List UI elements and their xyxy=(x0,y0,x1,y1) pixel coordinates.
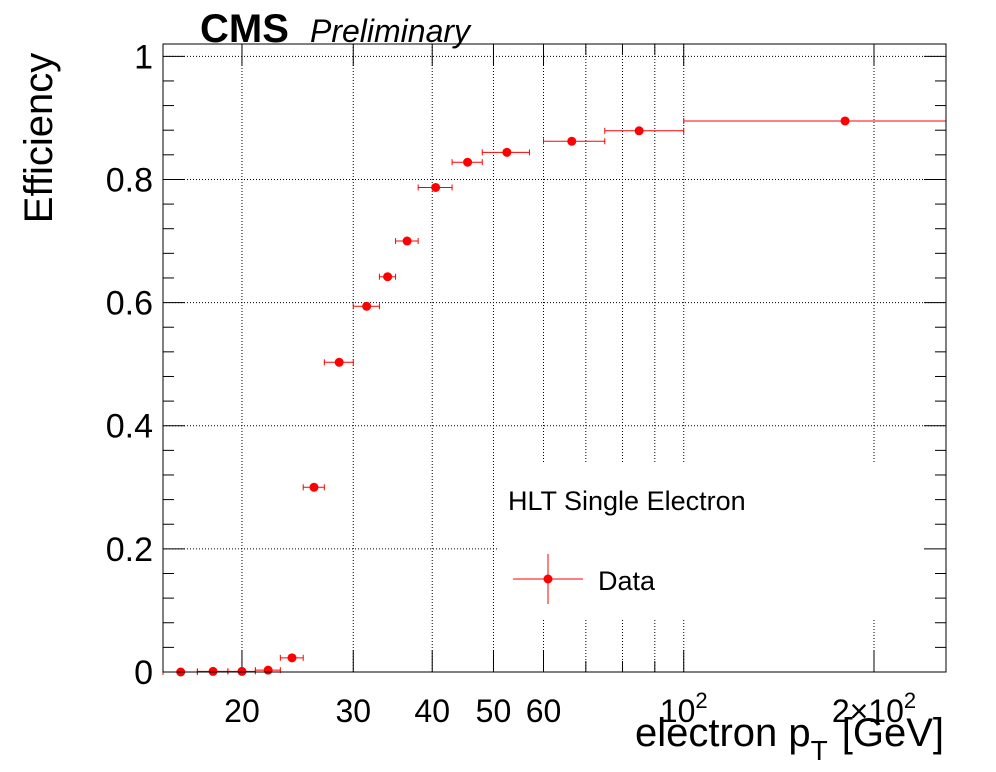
legend-background xyxy=(497,462,946,620)
data-marker xyxy=(840,116,850,126)
y-tick-label: 0 xyxy=(134,654,153,692)
x-axis-label: electron pT [GeV] xyxy=(635,711,944,766)
data-point xyxy=(543,136,606,146)
data-point xyxy=(604,126,685,136)
data-point xyxy=(481,147,530,157)
data-marker xyxy=(383,272,393,282)
data-marker xyxy=(402,236,412,246)
preliminary-label: Preliminary xyxy=(310,13,472,49)
x-tick-label-base: 2×10 xyxy=(832,693,904,729)
legend-marker xyxy=(513,554,583,604)
x-axis-label-subscript: T xyxy=(811,735,828,766)
x-tick-label-base: 10 xyxy=(660,693,696,729)
x-tick-label: 60 xyxy=(526,693,562,729)
data-point xyxy=(417,182,453,192)
x-tick-label: 40 xyxy=(414,693,450,729)
x-tick-label-exponent: 2 xyxy=(904,688,916,713)
data-marker xyxy=(634,126,644,136)
plot-frame xyxy=(162,43,947,673)
legend-marker-dot xyxy=(543,574,553,584)
y-tick-label: 0.6 xyxy=(106,285,153,323)
data-point xyxy=(352,301,380,311)
data-marker xyxy=(237,666,247,676)
x-axis-label-main: electron p xyxy=(635,711,811,755)
data-marker xyxy=(567,136,577,146)
y-tick-label: 1 xyxy=(134,38,153,76)
legend-title: HLT Single Electron xyxy=(508,486,746,516)
data-point xyxy=(323,357,354,367)
data-marker xyxy=(208,666,218,676)
data-marker xyxy=(362,301,372,311)
x-tick-label: 102 xyxy=(660,688,708,729)
data-point xyxy=(378,272,397,282)
cms-label: CMS xyxy=(200,7,289,51)
y-tick-label: 0.8 xyxy=(106,161,153,199)
data-point xyxy=(302,482,325,492)
x-tick-label: 20 xyxy=(224,693,260,729)
data-marker xyxy=(463,157,473,167)
y-tick-label: 0.4 xyxy=(106,408,153,446)
data-point xyxy=(196,666,229,676)
data-marker xyxy=(309,482,319,492)
y-axis-label: Efficiency xyxy=(17,53,61,223)
x-axis-label-unit: [GeV] xyxy=(842,711,944,755)
data-point xyxy=(451,157,483,167)
data-marker xyxy=(502,147,512,157)
data-point xyxy=(279,653,304,663)
axis-ticks xyxy=(163,44,946,673)
x-tick-label: 50 xyxy=(476,693,512,729)
data-marker xyxy=(431,182,441,192)
legend-entry-label: Data xyxy=(598,566,656,596)
x-tick-label-exponent: 2 xyxy=(695,688,707,713)
data-point xyxy=(395,236,419,246)
x-tick-label: 2×102 xyxy=(832,688,916,729)
data-marker xyxy=(334,357,344,367)
data-marker xyxy=(287,653,297,663)
y-tick-label: 0.2 xyxy=(106,531,153,569)
data-marker xyxy=(263,665,273,675)
x-tick-label: 30 xyxy=(335,693,371,729)
